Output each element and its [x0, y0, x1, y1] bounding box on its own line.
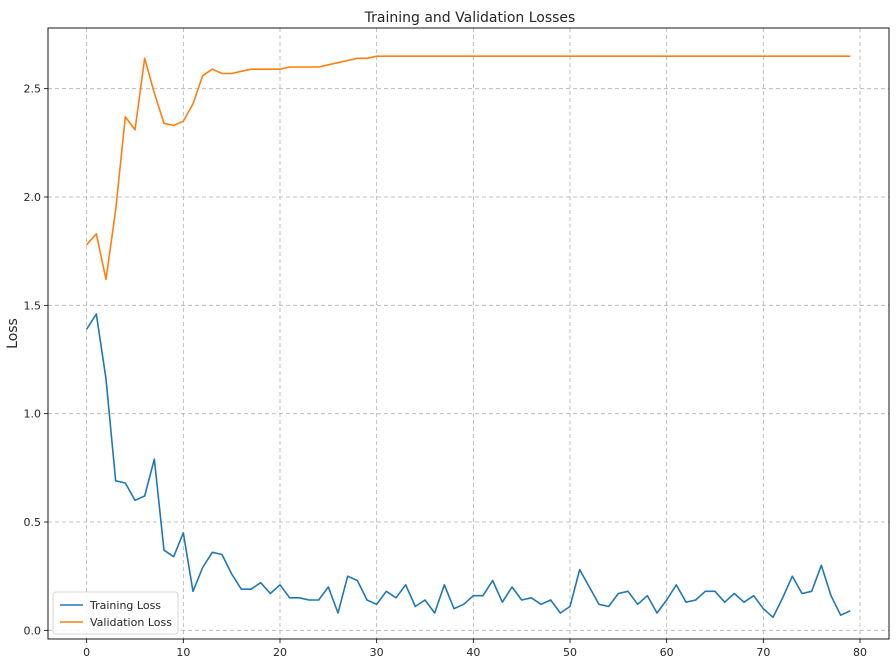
chart-title: Training and Validation Losses: [364, 10, 576, 26]
legend-label: Training Loss: [89, 599, 161, 612]
y-axis-label: Loss: [5, 318, 21, 349]
grid: [48, 28, 889, 639]
series-line-1: [86, 55, 851, 281]
x-tick-label: 20: [273, 646, 287, 659]
plot-frame: [47, 27, 890, 640]
x-tick-label: 60: [660, 646, 674, 659]
x-tick-label: 30: [370, 646, 384, 659]
x-tick-label: 50: [563, 646, 577, 659]
legend: Training Loss Validation Loss: [52, 591, 179, 635]
series-line-0: [85, 313, 851, 619]
x-tick-label: 70: [756, 646, 770, 659]
x-tick-label: 0: [83, 646, 90, 659]
y-tick-label: 0.5: [24, 516, 42, 529]
y-tick-label: 2.0: [24, 191, 42, 204]
y-tick-label: 1.0: [24, 408, 42, 421]
y-tick-label: 0.0: [24, 624, 42, 637]
x-tick-label: 80: [853, 646, 867, 659]
x-tick-label: 40: [466, 646, 480, 659]
y-tick-label: 2.5: [24, 83, 42, 96]
legend-box: [52, 591, 179, 635]
x-tick-label: 10: [176, 646, 190, 659]
legend-label: Validation Loss: [90, 616, 172, 629]
ticks: 0 10 20 30 40 50 60 70 80 0.0 0.5 1.0 1.5 2.0 2.5: [24, 83, 868, 659]
series-layer: [85, 55, 851, 619]
y-tick-label: 1.5: [24, 299, 42, 312]
